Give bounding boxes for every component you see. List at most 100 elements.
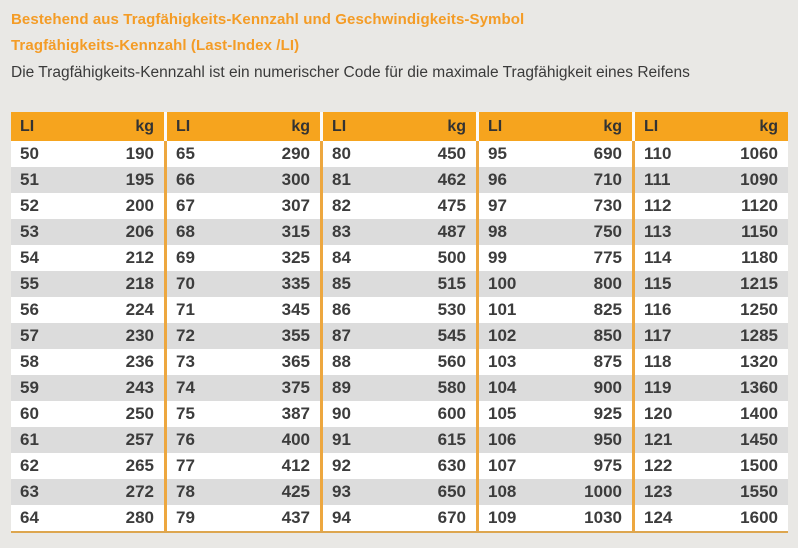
li-cell: 111	[644, 170, 671, 189]
table-header-cell-kg: kg	[603, 117, 622, 135]
table-row: 64 280	[11, 505, 164, 531]
table-row: 81 462	[323, 167, 476, 193]
kg-cell: 236	[125, 352, 154, 371]
kg-cell: 825	[593, 300, 622, 319]
page: Bestehend aus Tragfähigkeits-Kennzahl un…	[11, 12, 788, 533]
li-cell: 62	[20, 456, 39, 475]
kg-cell: 257	[125, 430, 154, 449]
table-row: 71 345	[167, 297, 320, 323]
li-cell: 108	[488, 482, 517, 501]
li-cell: 65	[176, 144, 195, 163]
table-row: 94 670	[323, 505, 476, 531]
title-line-2: Tragfähigkeits-Kennzahl (Last-Index /LI)	[11, 37, 300, 54]
table-row: 124 1600	[635, 505, 788, 531]
table-row: 87 545	[323, 323, 476, 349]
li-cell: 99	[488, 248, 507, 267]
li-cell: 53	[20, 222, 39, 241]
kg-cell: 400	[281, 430, 310, 449]
kg-cell: 355	[281, 326, 310, 345]
table-row: 89 580	[323, 375, 476, 401]
table-row: 96 710	[479, 167, 632, 193]
load-index-table: LI kg 50 190 51 195 52 200 53 206 54 212 55 218 56 224 5…	[11, 112, 788, 533]
kg-cell: 1180	[741, 248, 778, 267]
kg-cell: 212	[125, 248, 154, 267]
table-row: 108 1000	[479, 479, 632, 505]
table-header-row: LI kg	[11, 112, 164, 141]
li-cell: 70	[176, 274, 195, 293]
table-header-row: LI kg	[323, 112, 476, 141]
kg-cell: 387	[281, 404, 310, 423]
kg-cell: 775	[593, 248, 622, 267]
li-cell: 80	[332, 144, 351, 163]
table-row: 56 224	[11, 297, 164, 323]
kg-cell: 315	[281, 222, 310, 241]
kg-cell: 325	[281, 248, 310, 267]
kg-cell: 515	[437, 274, 466, 293]
li-cell: 60	[20, 404, 39, 423]
table-row: 106 950	[479, 427, 632, 453]
kg-cell: 1400	[740, 404, 778, 423]
li-cell: 81	[332, 170, 351, 189]
table-row: 62 265	[11, 453, 164, 479]
table-row: 75 387	[167, 401, 320, 427]
kg-cell: 545	[437, 326, 466, 345]
kg-cell: 730	[593, 196, 622, 215]
li-cell: 63	[20, 482, 39, 501]
li-cell: 86	[332, 300, 351, 319]
li-cell: 61	[20, 430, 39, 449]
li-cell: 64	[20, 508, 39, 527]
li-cell: 57	[20, 326, 39, 345]
table-row: 110 1060	[635, 141, 788, 167]
li-cell: 96	[488, 170, 507, 189]
li-cell: 83	[332, 222, 351, 241]
table-row: 93 650	[323, 479, 476, 505]
li-cell: 51	[20, 170, 39, 189]
table-row: 60 250	[11, 401, 164, 427]
table-row: 123 1550	[635, 479, 788, 505]
table-header-cell-li: LI	[332, 117, 347, 135]
li-cell: 75	[176, 404, 195, 423]
table-column-group: LI kg 65 290 66 300 67 307 68 315 69 325 70 335 71 345 7…	[167, 112, 320, 531]
li-cell: 54	[20, 248, 39, 267]
kg-cell: 1030	[584, 508, 622, 527]
li-cell: 68	[176, 222, 195, 241]
kg-cell: 1500	[740, 456, 778, 475]
li-cell: 73	[176, 352, 195, 371]
kg-cell: 487	[437, 222, 466, 241]
table-header-cell-kg: kg	[447, 117, 466, 135]
table-row: 61 257	[11, 427, 164, 453]
li-cell: 119	[644, 378, 672, 397]
table-row: 122 1500	[635, 453, 788, 479]
table-header-cell-li: LI	[20, 117, 35, 135]
li-cell: 117	[644, 326, 672, 345]
table-row: 111 1090	[635, 167, 788, 193]
li-cell: 84	[332, 248, 351, 267]
table-row: 95 690	[479, 141, 632, 167]
table-row: 59 243	[11, 375, 164, 401]
li-cell: 121	[644, 430, 673, 449]
table-row: 97 730	[479, 193, 632, 219]
table-row: 92 630	[323, 453, 476, 479]
table-row: 113 1150	[635, 219, 788, 245]
table-row: 57 230	[11, 323, 164, 349]
li-cell: 109	[488, 508, 517, 527]
table-row: 114 1180	[635, 245, 788, 271]
table-row: 85 515	[323, 271, 476, 297]
table-row: 53 206	[11, 219, 164, 245]
table-row: 118 1320	[635, 349, 788, 375]
kg-cell: 1120	[741, 196, 778, 215]
kg-cell: 850	[593, 326, 622, 345]
kg-cell: 950	[593, 430, 622, 449]
table-row: 117 1285	[635, 323, 788, 349]
table-row: 105 925	[479, 401, 632, 427]
table-row: 116 1250	[635, 297, 788, 323]
table-row: 58 236	[11, 349, 164, 375]
kg-cell: 1090	[740, 170, 778, 189]
li-cell: 55	[20, 274, 39, 293]
li-cell: 97	[488, 196, 507, 215]
kg-cell: 580	[437, 378, 466, 397]
kg-cell: 600	[437, 404, 466, 423]
li-cell: 106	[488, 430, 517, 449]
table-row: 83 487	[323, 219, 476, 245]
kg-cell: 1150	[741, 222, 778, 241]
